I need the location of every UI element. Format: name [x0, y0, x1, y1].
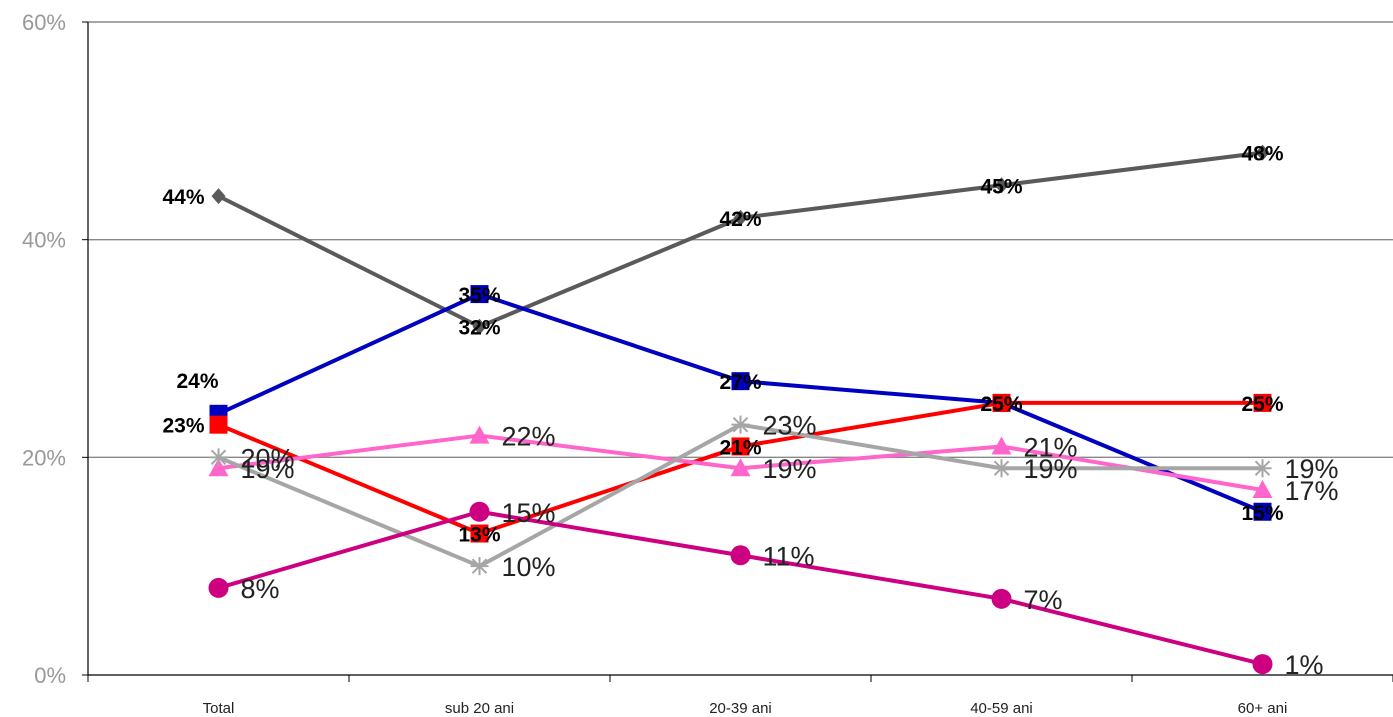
- data-label: 25%: [980, 393, 1022, 416]
- data-label: 1%: [1285, 650, 1324, 680]
- series-line: [216, 509, 1265, 667]
- x-tick-label: sub 20 ani: [445, 700, 514, 717]
- diamond-marker: [211, 188, 226, 205]
- data-label: 23%: [162, 415, 204, 438]
- x-tick-label: Total: [203, 700, 235, 717]
- data-label: 45%: [980, 175, 1022, 198]
- square-marker: [992, 393, 1011, 412]
- data-label: 11%: [763, 541, 815, 571]
- triangle-marker: [730, 458, 751, 477]
- data-label: 22%: [502, 422, 556, 452]
- data-label: 19%: [241, 454, 295, 484]
- triangle-marker: [469, 425, 490, 444]
- circle-marker: [208, 577, 229, 598]
- asterisk-marker: [209, 448, 228, 467]
- y-tick-label: 0%: [34, 663, 66, 688]
- square-marker: [470, 524, 489, 543]
- data-label: 21%: [719, 436, 761, 459]
- y-tick-label: 20%: [22, 445, 66, 470]
- data-label: 48%: [1241, 143, 1283, 166]
- data-label: 19%: [1285, 454, 1339, 484]
- data-label: 35%: [458, 284, 500, 307]
- y-tick-labels: 0% 20% 40% 60%: [22, 10, 66, 688]
- square-marker: [209, 415, 228, 434]
- asterisk-marker: [731, 415, 750, 434]
- data-label: 24%: [176, 370, 218, 393]
- data-label: 27%: [719, 371, 761, 394]
- data-label: 13%: [458, 524, 500, 547]
- y-tick-label: 40%: [22, 228, 66, 253]
- data-label: 21%: [1024, 432, 1078, 462]
- diamond-marker: [994, 177, 1009, 194]
- data-label: 19%: [1024, 454, 1078, 484]
- axes: [82, 21, 1393, 682]
- data-label: 20%: [241, 443, 295, 473]
- data-label: 10%: [502, 552, 556, 582]
- circle-marker: [1252, 654, 1273, 675]
- data-label: 15%: [502, 498, 556, 528]
- square-marker: [731, 372, 750, 391]
- data-label: 32%: [458, 317, 500, 340]
- data-label: 7%: [1024, 585, 1063, 615]
- data-label: 17%: [1285, 476, 1339, 506]
- asterisk-marker: [1253, 459, 1272, 478]
- circle-marker: [469, 501, 490, 522]
- triangle-marker: [1252, 479, 1273, 498]
- data-label: 25%: [980, 393, 1022, 416]
- triangle-marker: [208, 458, 229, 477]
- diamond-marker: [733, 209, 748, 226]
- series-group: [208, 144, 1273, 675]
- data-label: 19%: [763, 454, 817, 484]
- circle-marker: [730, 545, 751, 566]
- circle-marker: [991, 588, 1012, 609]
- diamond-marker: [1255, 144, 1270, 161]
- diamond-marker: [472, 318, 487, 335]
- data-labels: 44%32%42%45%48%24%35%27%25%15%23%13%21%2…: [162, 143, 1338, 681]
- asterisk-marker: [992, 459, 1011, 478]
- data-label: 23%: [763, 411, 817, 441]
- square-marker: [1253, 502, 1272, 521]
- x-tick-label: 40-59 ani: [970, 700, 1033, 717]
- square-marker: [731, 437, 750, 456]
- x-tick-label: 20-39 ani: [709, 700, 772, 717]
- data-label: 25%: [1241, 393, 1283, 416]
- x-tick-label: 60+ ani: [1238, 700, 1288, 717]
- asterisk-marker: [470, 557, 489, 576]
- y-tick-label: 60%: [22, 10, 66, 35]
- data-label: 42%: [719, 208, 761, 231]
- data-label: 15%: [1241, 502, 1283, 525]
- square-marker: [470, 285, 489, 304]
- data-label: 8%: [241, 574, 280, 604]
- triangle-marker: [991, 436, 1012, 455]
- square-marker: [1253, 393, 1272, 412]
- x-tick-labels: Total sub 20 ani 20-39 ani 40-59 ani 60+ ani: [203, 700, 1288, 717]
- data-label: 44%: [162, 186, 204, 209]
